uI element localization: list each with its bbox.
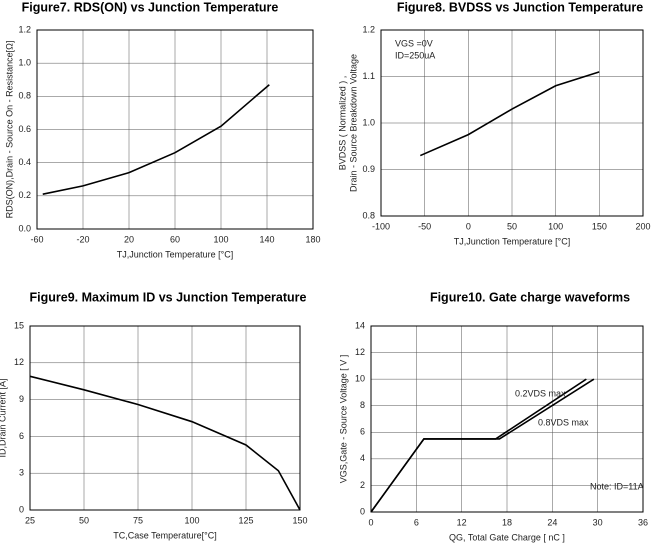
y-tick-label: 6 (360, 427, 365, 437)
y-tick-label: 0.6 (18, 124, 31, 134)
x-tick-label: 50 (507, 221, 517, 231)
x-tick-label: 12 (457, 517, 467, 527)
series-label: 0.2VDS max (515, 388, 566, 398)
plot-frame (29, 325, 301, 511)
plot-frame (36, 29, 314, 230)
x-tick-label: 125 (238, 515, 253, 525)
y-tick-label: 12 (355, 347, 365, 357)
annotation: Note: ID=11A (590, 481, 644, 491)
chart-title: Figure8. BVDSS vs Junction Temperature (397, 0, 643, 14)
data-line (370, 378, 595, 513)
x-axis-label: TJ,Junction Temperature [°C] (117, 249, 233, 259)
x-tick-label: 6 (414, 517, 419, 527)
y-tick-label: 0.8 (18, 91, 31, 101)
x-axis-label: TC,Case Temperature[°C] (113, 530, 216, 540)
x-tick-label: 0 (368, 517, 373, 527)
series-label: 0.8VDS max (538, 417, 589, 427)
y-tick-label: 0.0 (18, 223, 31, 233)
plot-frame (380, 29, 644, 217)
x-tick-label: 50 (79, 515, 89, 525)
x-tick-label: 25 (25, 515, 35, 525)
y-tick-label: 0.8 (362, 210, 375, 220)
x-tick-label: 18 (502, 517, 512, 527)
data-line (370, 378, 587, 513)
x-tick-label: 36 (638, 517, 648, 527)
x-tick-label: 150 (592, 221, 607, 231)
x-tick-label: -20 (76, 234, 89, 244)
x-tick-label: 140 (259, 234, 274, 244)
x-tick-label: 75 (133, 515, 143, 525)
x-axis-label: TJ,Junction Temperature [°C] (454, 236, 570, 246)
data-line (42, 84, 270, 195)
y-tick-label: 4 (360, 453, 365, 463)
y-tick-label: 10 (355, 374, 365, 384)
x-tick-label: 24 (547, 517, 557, 527)
annotation: VGS =0V (395, 38, 433, 48)
annotation: ID=250uA (395, 50, 435, 60)
y-tick-label: 0.9 (362, 164, 375, 174)
y-axis-label: Drain - Source Breakdown Voltage (348, 54, 358, 192)
y-tick-label: 1.0 (18, 58, 31, 68)
y-axis-label: BVDSS ( Normalized ) , (337, 76, 347, 171)
y-tick-label: 1.1 (362, 71, 375, 81)
y-axis-label: RDS(ON),Drain - Source On - Resistance[Ω… (4, 41, 14, 219)
data-line (29, 375, 301, 511)
chart-title: Figure9. Maximum ID vs Junction Temperat… (30, 290, 307, 304)
x-tick-label: 100 (548, 221, 563, 231)
y-tick-label: 6 (19, 431, 24, 441)
x-tick-label: 30 (593, 517, 603, 527)
x-tick-label: 150 (292, 515, 307, 525)
plot-frame (370, 325, 644, 513)
y-tick-label: 0.4 (18, 157, 31, 167)
y-tick-label: 1.0 (362, 117, 375, 127)
x-tick-label: 0 (466, 221, 471, 231)
y-tick-label: 8 (360, 400, 365, 410)
x-tick-label: 20 (124, 234, 134, 244)
x-tick-label: -50 (418, 221, 431, 231)
y-axis-label: VGS,Gate - Source Voltage [ V ] (338, 355, 348, 484)
chart-title: Figure10. Gate charge waveforms (430, 290, 630, 304)
y-tick-label: 12 (14, 357, 24, 367)
x-tick-label: 180 (305, 234, 320, 244)
y-tick-label: 15 (14, 320, 24, 330)
x-tick-label: 60 (170, 234, 180, 244)
x-tick-label: 100 (213, 234, 228, 244)
x-tick-label: 100 (184, 515, 199, 525)
y-tick-label: 14 (355, 320, 365, 330)
y-tick-label: 0 (360, 506, 365, 516)
y-tick-label: 1.2 (18, 24, 31, 34)
x-tick-label: -100 (372, 221, 390, 231)
y-tick-label: 3 (19, 468, 24, 478)
x-tick-label: -60 (30, 234, 43, 244)
y-axis-label: ID,Drain Current [A] (0, 378, 7, 457)
y-tick-label: 0 (19, 504, 24, 514)
y-tick-label: 1.2 (362, 24, 375, 34)
x-axis-label: QG, Total Gate Charge [ nC ] (449, 532, 565, 542)
y-tick-label: 0.2 (18, 190, 31, 200)
chart-title: Figure7. RDS(ON) vs Junction Temperature (22, 0, 279, 14)
y-tick-label: 2 (360, 480, 365, 490)
y-tick-label: 9 (19, 394, 24, 404)
x-tick-label: 200 (635, 221, 650, 231)
data-line (419, 71, 600, 157)
